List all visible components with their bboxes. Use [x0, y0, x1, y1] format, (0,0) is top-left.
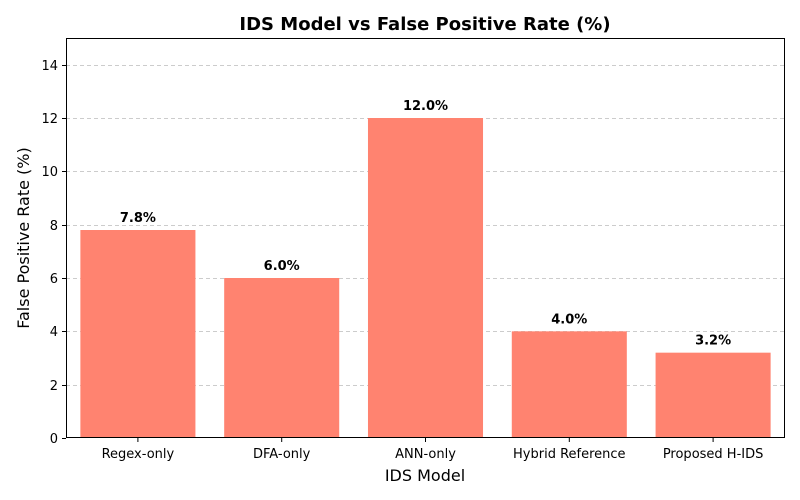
data-labels: 7.8% 6.0% 12.0% 4.0% 3.2%: [120, 99, 731, 349]
x-tick-label: DFA-only: [253, 447, 311, 462]
y-tick-label: 6: [50, 272, 58, 287]
y-tick-label: 14: [41, 59, 58, 74]
x-tick-label: Hybrid Reference: [513, 447, 626, 462]
data-label: 4.0%: [551, 312, 587, 327]
plot-frame: [66, 38, 785, 438]
bar: [511, 331, 627, 438]
y-tick-label: 0: [50, 432, 58, 447]
x-tick-label: Proposed H-IDS: [663, 447, 764, 462]
data-label: 12.0%: [403, 99, 448, 114]
y-axis-label: False Positive Rate (%): [14, 147, 33, 328]
y-tick-label: 12: [41, 112, 58, 127]
x-axis-ticks: Regex-only DFA-only ANN-only Hybrid Referen…: [102, 438, 764, 462]
data-label: 7.8%: [120, 211, 156, 226]
data-label: 3.2%: [695, 334, 731, 349]
data-label: 6.0%: [264, 259, 300, 274]
bar: [80, 230, 196, 438]
bars: [80, 118, 771, 438]
y-tick-label: 2: [50, 379, 58, 394]
x-tick-label: ANN-only: [395, 447, 456, 462]
y-tick-label: 8: [50, 219, 58, 234]
bar: [655, 352, 771, 438]
y-tick-label: 10: [41, 165, 58, 180]
bar: [224, 278, 340, 438]
y-axis-ticks: 0 2 4 6 8 10 12 14: [41, 59, 66, 447]
x-tick-label: Regex-only: [102, 447, 175, 462]
y-tick-label: 4: [50, 325, 58, 340]
chart-title: IDS Model vs False Positive Rate (%): [239, 14, 610, 35]
x-axis-label: IDS Model: [385, 466, 465, 485]
bar: [367, 118, 484, 438]
